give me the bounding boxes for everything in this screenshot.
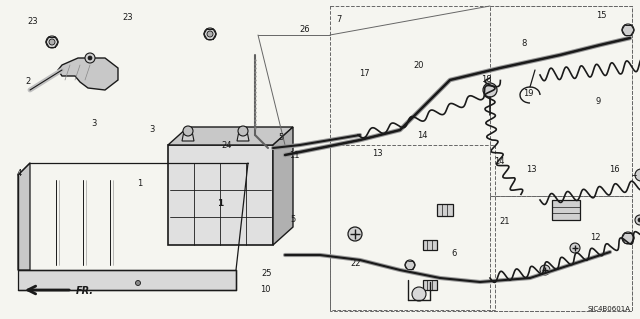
Circle shape	[638, 218, 640, 222]
Circle shape	[49, 39, 55, 45]
Bar	[330, 145, 495, 310]
Text: 25: 25	[262, 270, 272, 278]
Circle shape	[405, 260, 415, 270]
Text: 18: 18	[481, 75, 492, 84]
Circle shape	[88, 56, 92, 60]
Bar	[490, 196, 632, 311]
Text: 4: 4	[17, 168, 22, 177]
Circle shape	[348, 227, 362, 241]
Circle shape	[204, 28, 216, 40]
Circle shape	[622, 24, 634, 36]
Circle shape	[540, 265, 550, 275]
Text: 5: 5	[278, 132, 284, 142]
Text: 9: 9	[595, 98, 600, 107]
Circle shape	[635, 215, 640, 225]
Text: 11: 11	[289, 152, 300, 160]
Circle shape	[46, 36, 58, 48]
Text: FR.: FR.	[76, 286, 94, 296]
Polygon shape	[58, 58, 118, 90]
Text: 20: 20	[413, 61, 424, 70]
Polygon shape	[182, 131, 194, 141]
Circle shape	[136, 280, 141, 286]
Text: 13: 13	[372, 149, 382, 158]
Circle shape	[622, 232, 634, 244]
Polygon shape	[168, 127, 293, 145]
Text: 2: 2	[26, 78, 31, 86]
Circle shape	[570, 243, 580, 253]
Text: 5: 5	[291, 216, 296, 225]
Text: 19: 19	[523, 90, 533, 99]
Circle shape	[412, 287, 426, 301]
Text: 3: 3	[92, 120, 97, 129]
Text: SJC4B0601A: SJC4B0601A	[587, 306, 630, 312]
Bar	[168, 145, 273, 245]
Text: 7: 7	[336, 16, 342, 25]
Bar	[423, 240, 437, 250]
Text: 1: 1	[217, 198, 223, 207]
Circle shape	[85, 53, 95, 63]
Text: 13: 13	[525, 165, 536, 174]
Bar	[490, 6, 632, 196]
Circle shape	[238, 126, 248, 136]
Circle shape	[183, 126, 193, 136]
Text: 26: 26	[300, 26, 310, 34]
Text: 3: 3	[149, 124, 155, 133]
Text: 14: 14	[417, 130, 428, 139]
Text: 17: 17	[358, 70, 369, 78]
Text: 12: 12	[589, 233, 600, 241]
Bar	[330, 6, 632, 311]
Bar	[437, 204, 453, 216]
Text: 8: 8	[522, 40, 527, 48]
Text: 23: 23	[123, 12, 133, 21]
Text: 14: 14	[493, 157, 504, 166]
Polygon shape	[18, 270, 236, 290]
Circle shape	[207, 31, 213, 37]
Text: 22: 22	[351, 259, 361, 269]
Circle shape	[635, 169, 640, 181]
Polygon shape	[237, 131, 249, 141]
Bar	[552, 200, 580, 220]
Polygon shape	[18, 163, 30, 270]
Text: 24: 24	[221, 140, 232, 150]
Text: 23: 23	[28, 18, 38, 26]
Text: 6: 6	[451, 249, 457, 257]
Bar	[423, 280, 437, 290]
Text: 1: 1	[138, 179, 143, 188]
Polygon shape	[273, 127, 293, 245]
Text: 15: 15	[596, 11, 606, 19]
Text: 16: 16	[609, 166, 620, 174]
Text: 10: 10	[260, 286, 270, 294]
Text: 21: 21	[500, 217, 510, 226]
Circle shape	[483, 83, 497, 97]
